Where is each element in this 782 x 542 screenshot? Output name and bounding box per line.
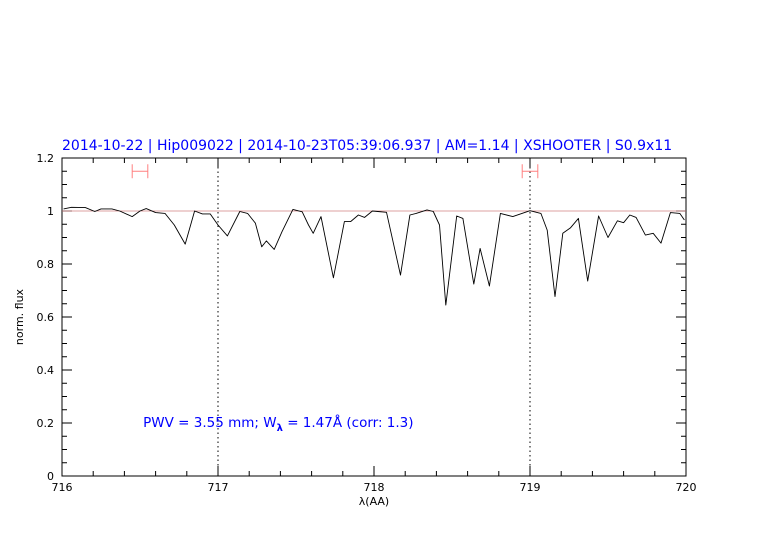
y-axis-label: norm. flux	[13, 288, 26, 345]
y-tick-label: 1	[47, 205, 54, 218]
x-tick-label: 716	[52, 481, 73, 494]
y-tick-label: 0.4	[37, 364, 55, 377]
pwv-annotation: PWV = 3.55 mm; Wλ = 1.47Å (corr: 1.3)	[143, 414, 413, 434]
x-tick-label: 718	[364, 481, 385, 494]
y-tick-label: 1.2	[37, 152, 55, 165]
x-tick-label: 717	[208, 481, 229, 494]
x-tick-label: 719	[520, 481, 541, 494]
y-tick-label: 0.8	[37, 258, 55, 271]
y-tick-label: 0	[47, 470, 54, 483]
x-tick-label: 720	[676, 481, 697, 494]
spectrum-line	[63, 206, 685, 306]
y-tick-label: 0.6	[37, 311, 55, 324]
y-tick-label: 0.2	[37, 417, 55, 430]
chart-title: 2014-10-22 | Hip009022 | 2014-10-23T05:3…	[62, 138, 672, 154]
x-axis-label: λ(AA)	[359, 495, 389, 508]
